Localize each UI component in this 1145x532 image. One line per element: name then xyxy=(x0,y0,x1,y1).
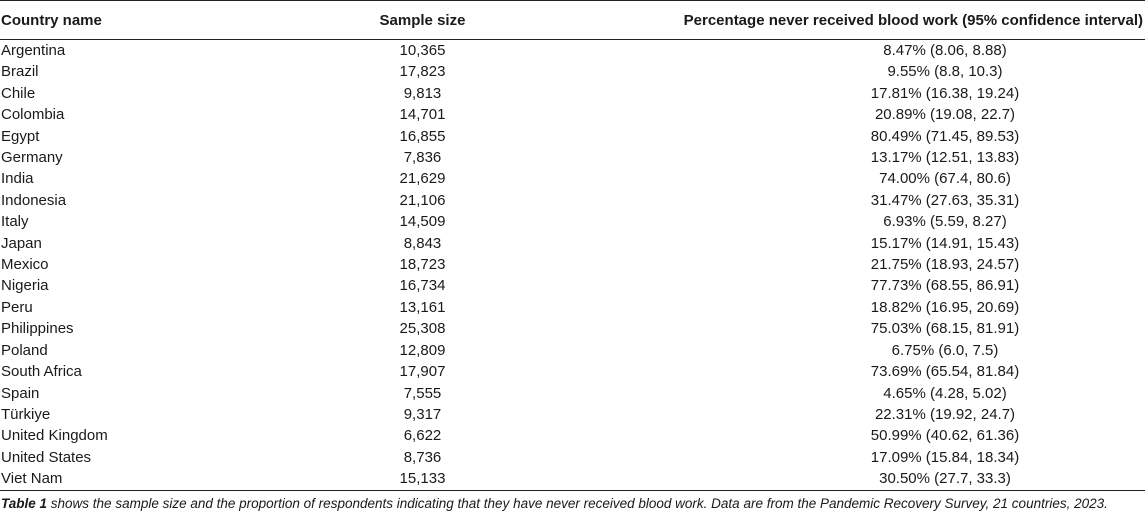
table-row: Egypt 16,855 80.49% (71.45, 89.53) xyxy=(0,126,1145,147)
table-row: Argentina 10,365 8.47% (8.06, 8.88) xyxy=(0,40,1145,62)
cell-percentage: 13.17% (12.51, 13.83) xyxy=(870,149,1020,167)
table-row: Mexico 18,723 21.75% (18.93, 24.57) xyxy=(0,254,1145,275)
cell-sample-size: 16,734 xyxy=(399,277,446,295)
cell-sample-size: 13,161 xyxy=(399,298,446,316)
cell-country: Colombia xyxy=(1,106,65,124)
cell-sample-size: 21,106 xyxy=(399,191,446,209)
table-row: Indonesia 21,106 31.47% (27.63, 35.31) xyxy=(0,190,1145,211)
cell-country: Japan xyxy=(1,234,42,252)
cell-sample-size: 6,622 xyxy=(403,427,442,445)
cell-percentage: 80.49% (71.45, 89.53) xyxy=(870,127,1020,145)
table-row: India 21,629 74.00% (67.4, 80.6) xyxy=(0,168,1145,189)
cell-country: Peru xyxy=(1,298,33,316)
cell-sample-size: 14,701 xyxy=(399,106,446,124)
cell-country: Mexico xyxy=(1,256,49,274)
cell-sample-size: 21,629 xyxy=(399,170,446,188)
cell-sample-size: 7,555 xyxy=(403,384,442,402)
header-row: Country name Sample size Percentage neve… xyxy=(0,0,1145,40)
cell-country: United Kingdom xyxy=(1,427,108,445)
cell-sample-size: 9,813 xyxy=(403,84,442,102)
cell-percentage: 8.47% (8.06, 8.88) xyxy=(883,42,1007,59)
cell-sample-size: 15,133 xyxy=(300,468,545,491)
cell-country: United States xyxy=(1,448,92,466)
table-row: Poland 12,809 6.75% (6.0, 7.5) xyxy=(0,340,1145,361)
cell-percentage: 18.82% (16.95, 20.69) xyxy=(870,298,1020,316)
cell-country: Poland xyxy=(1,341,48,359)
cell-percentage: 77.73% (68.55, 86.91) xyxy=(870,277,1020,295)
cell-sample-size: 25,308 xyxy=(399,320,446,338)
cell-percentage: 30.50% (27.7, 33.3) xyxy=(545,468,1145,491)
table-row: Brazil 17,823 9.55% (8.8, 10.3) xyxy=(0,61,1145,82)
table-row: Philippines 25,308 75.03% (68.15, 81.91) xyxy=(0,318,1145,339)
caption-text: shows the sample size and the proportion… xyxy=(47,495,1108,511)
cell-sample-size: 14,509 xyxy=(399,213,446,231)
cell-percentage: 6.75% (6.0, 7.5) xyxy=(891,341,999,359)
header-country: Country name xyxy=(0,0,300,40)
table-body: Argentina 10,365 8.47% (8.06, 8.88) Brazil 1… xyxy=(0,40,1145,491)
cell-percentage: 75.03% (68.15, 81.91) xyxy=(870,320,1020,338)
cell-percentage: 4.65% (4.28, 5.02) xyxy=(883,384,1007,402)
cell-percentage: 31.47% (27.63, 35.31) xyxy=(870,191,1020,209)
cell-country: Philippines xyxy=(1,320,74,338)
caption-label: Table 1 xyxy=(1,495,48,511)
cell-percentage: 73.69% (65.54, 81.84) xyxy=(870,363,1020,381)
header-percentage: Percentage never received blood work (95… xyxy=(545,0,1145,40)
cell-sample-size: 7,836 xyxy=(403,149,442,167)
cell-percentage: 50.99% (40.62, 61.36) xyxy=(870,427,1020,445)
table-row: Spain 7,555 4.65% (4.28, 5.02) xyxy=(0,383,1145,404)
cell-sample-size: 17,823 xyxy=(399,63,446,81)
cell-sample-size: 12,809 xyxy=(399,341,446,359)
cell-country: Nigeria xyxy=(1,277,49,295)
table-row: Japan 8,843 15.17% (14.91, 15.43) xyxy=(0,233,1145,254)
table-row: Türkiye 9,317 22.31% (19.92, 24.7) xyxy=(0,404,1145,425)
cell-percentage: 15.17% (14.91, 15.43) xyxy=(870,234,1020,252)
cell-percentage: 21.75% (18.93, 24.57) xyxy=(870,256,1020,274)
cell-country: Viet Nam xyxy=(0,468,300,491)
cell-sample-size: 8,843 xyxy=(403,234,442,252)
cell-country: Brazil xyxy=(1,63,39,81)
cell-sample-size: 17,907 xyxy=(399,363,446,381)
cell-country: Egypt xyxy=(1,127,40,145)
cell-percentage: 17.81% (16.38, 19.24) xyxy=(870,84,1020,102)
table-row: Chile 9,813 17.81% (16.38, 19.24) xyxy=(0,83,1145,104)
table-row: Peru 13,161 18.82% (16.95, 20.69) xyxy=(0,297,1145,318)
cell-sample-size: 9,317 xyxy=(403,405,442,423)
cell-sample-size: 10,365 xyxy=(399,42,446,59)
cell-sample-size: 16,855 xyxy=(399,127,446,145)
table-row: United Kingdom 6,622 50.99% (40.62, 61.36) xyxy=(0,425,1145,446)
cell-sample-size: 18,723 xyxy=(399,256,446,274)
cell-percentage: 22.31% (19.92, 24.7) xyxy=(874,405,1016,423)
cell-country: Italy xyxy=(1,213,29,231)
table-row: Nigeria 16,734 77.73% (68.55, 86.91) xyxy=(0,275,1145,296)
cell-country: Türkiye xyxy=(1,405,51,423)
data-table-container: Country name Sample size Percentage neve… xyxy=(0,0,1145,511)
table-row: United States 8,736 17.09% (15.84, 18.34) xyxy=(0,447,1145,468)
cell-country: Indonesia xyxy=(1,191,67,209)
cell-country: Germany xyxy=(1,149,63,167)
cell-country: Spain xyxy=(1,384,40,402)
table-row: South Africa 17,907 73.69% (65.54, 81.84) xyxy=(0,361,1145,382)
cell-country: South Africa xyxy=(1,363,82,381)
cell-country: Chile xyxy=(1,84,36,102)
cell-country: Argentina xyxy=(1,42,66,59)
table-row: Germany 7,836 13.17% (12.51, 13.83) xyxy=(0,147,1145,168)
cell-sample-size: 8,736 xyxy=(403,448,442,466)
cell-percentage: 6.93% (5.59, 8.27) xyxy=(883,213,1007,231)
table-row: Viet Nam 15,133 30.50% (27.7, 33.3) xyxy=(0,468,1145,491)
blood-work-table: Country name Sample size Percentage neve… xyxy=(0,0,1145,491)
cell-percentage: 20.89% (19.08, 22.7) xyxy=(874,106,1016,124)
table-row: Italy 14,509 6.93% (5.59, 8.27) xyxy=(0,211,1145,232)
table-caption: Table 1 shows the sample size and the pr… xyxy=(0,496,1145,511)
cell-country: India xyxy=(1,170,34,188)
table-header: Country name Sample size Percentage neve… xyxy=(0,0,1145,40)
cell-percentage: 17.09% (15.84, 18.34) xyxy=(870,448,1020,466)
header-sample-size: Sample size xyxy=(300,0,545,40)
table-row: Colombia 14,701 20.89% (19.08, 22.7) xyxy=(0,104,1145,125)
cell-percentage: 74.00% (67.4, 80.6) xyxy=(879,170,1011,188)
cell-percentage: 9.55% (8.8, 10.3) xyxy=(887,63,1003,81)
